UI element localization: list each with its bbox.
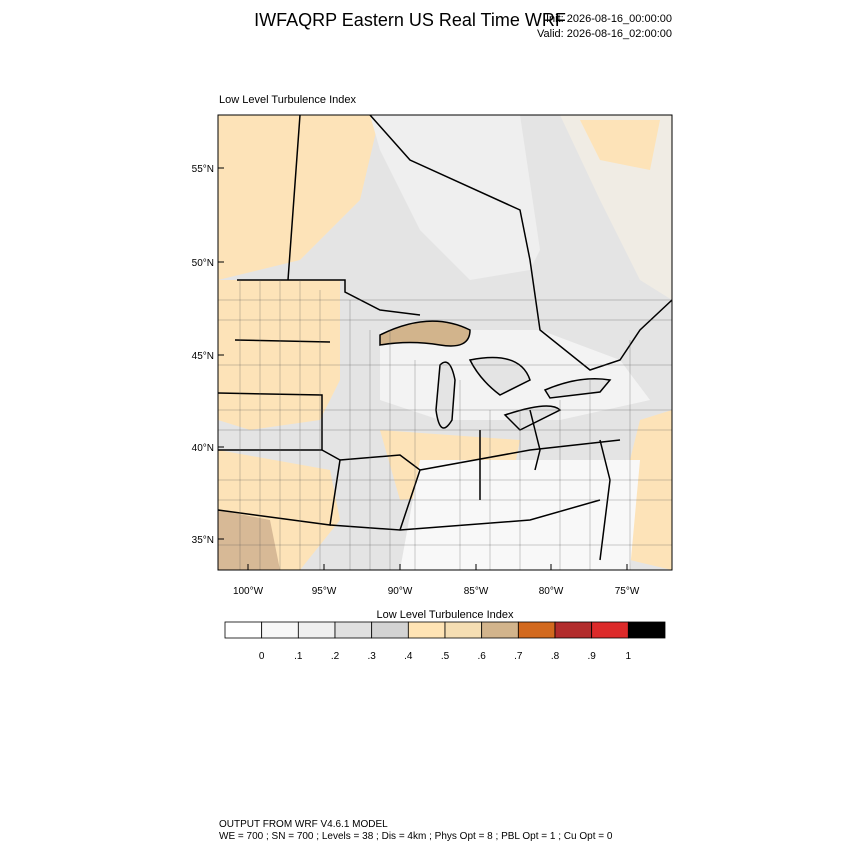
- colorbar-box: [297, 621, 336, 639]
- colorbar-title: Low Level Turbulence Index: [377, 609, 514, 621]
- lon-label: 85°W: [464, 586, 489, 597]
- lon-label: 95°W: [312, 586, 337, 597]
- lat-label: 50°N: [192, 258, 214, 269]
- colorbar-box: [224, 621, 263, 639]
- init-time: Init: 2026-08-16_00:00:00: [546, 13, 672, 25]
- lat-label: 55°N: [192, 164, 214, 175]
- colorbar-box: [627, 621, 666, 639]
- colorbar-label: .3: [367, 651, 376, 662]
- colorbar-box: [554, 621, 593, 639]
- title: IWFAQRP Eastern US Real Time WRF: [254, 10, 566, 30]
- footer-line: OUTPUT FROM WRF V4.6.1 MODEL: [219, 819, 388, 830]
- colorbar-label: .6: [477, 651, 486, 662]
- map: [218, 115, 672, 570]
- colorbar: 0 .1 .2 .3 .4 .5 .6 .7 .8 .9 1: [224, 621, 666, 662]
- footer-line: WE = 700 ; SN = 700 ; Levels = 38 ; Dis …: [219, 831, 613, 842]
- lon-label: 80°W: [539, 586, 564, 597]
- colorbar-box: [334, 621, 373, 639]
- colorbar-label: 0: [259, 651, 265, 662]
- map-frame: [217, 114, 673, 571]
- lon-label: 90°W: [388, 586, 413, 597]
- colorbar-box: [517, 621, 556, 639]
- lat-label: 35°N: [192, 535, 214, 546]
- colorbar-label: .5: [441, 651, 450, 662]
- colorbar-label: .4: [404, 651, 413, 662]
- map-ticks: 55°N 50°N 45°N 40°N 35°N 100°W 95°W 90°W 85°W 80°…: [192, 164, 640, 597]
- lat-label: 40°N: [192, 443, 214, 454]
- colorbar-box: [371, 621, 409, 639]
- colorbar-box: [407, 621, 446, 639]
- colorbar-box: [591, 621, 629, 639]
- lon-label: 100°W: [233, 586, 264, 597]
- colorbar-box: [261, 621, 299, 639]
- map-subtitle: Low Level Turbulence Index: [219, 94, 356, 106]
- colorbar-label: .2: [331, 651, 340, 662]
- colorbar-label: .8: [551, 651, 560, 662]
- colorbar-label: .9: [587, 651, 596, 662]
- colorbar-box: [444, 621, 483, 639]
- colorbar-label: 1: [626, 651, 632, 662]
- lon-label: 75°W: [615, 586, 640, 597]
- colorbar-box: [481, 621, 519, 639]
- colorbar-label: .1: [294, 651, 303, 662]
- colorbar-label: .7: [514, 651, 523, 662]
- valid-time: Valid: 2026-08-16_02:00:00: [537, 28, 672, 40]
- lat-label: 45°N: [192, 351, 214, 362]
